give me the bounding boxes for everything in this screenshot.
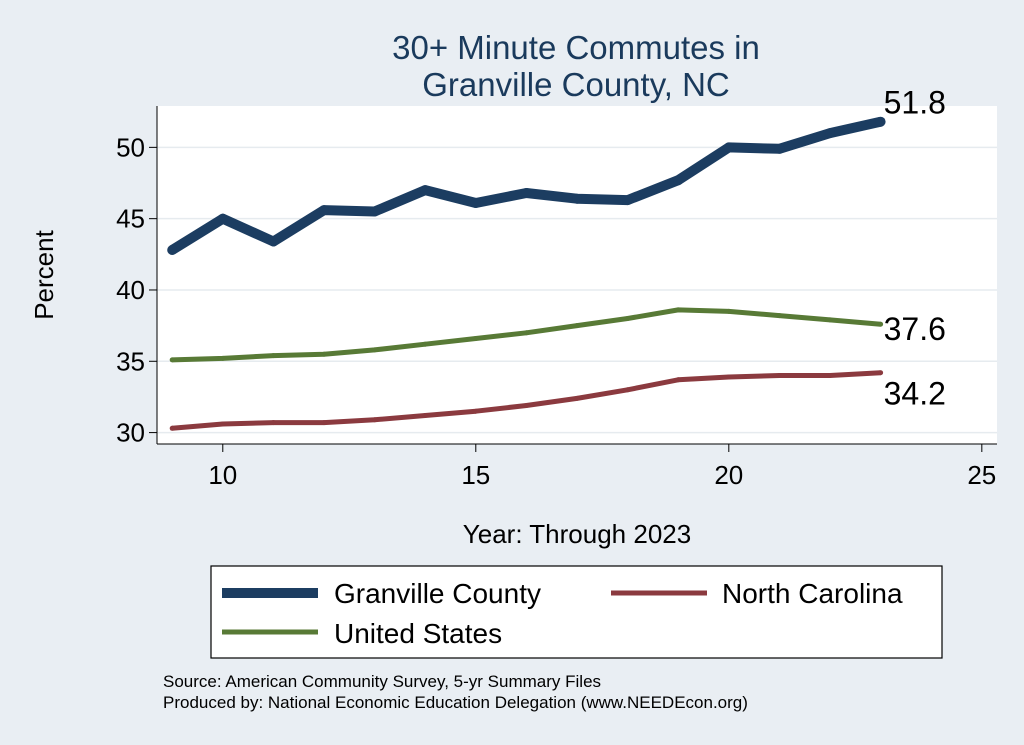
data-point-united-states-13 <box>372 347 378 353</box>
data-point-north-carolina-18 <box>625 387 631 393</box>
data-point-north-carolina-21 <box>776 373 782 378</box>
data-point-granville-county-19 <box>673 175 684 186</box>
data-point-granville-county-12 <box>319 205 329 216</box>
data-point-north-carolina-20 <box>726 374 732 380</box>
legend-box <box>210 565 943 659</box>
end-label-north-carolina: 34.2 <box>884 376 946 412</box>
y-ticks: 30 35 40 45 50 <box>116 132 157 448</box>
data-point-north-carolina-15 <box>473 408 479 414</box>
data-point-united-states-21 <box>776 313 782 319</box>
end-labels: 37.6 34.2 51.8 <box>884 85 946 412</box>
data-point-united-states-16 <box>523 330 529 336</box>
y-tick-label-30: 30 <box>116 418 145 448</box>
data-point-granville-county-21 <box>774 143 785 154</box>
data-point-united-states-9 <box>169 357 175 363</box>
series-layer <box>167 116 886 431</box>
x-tick-label-15: 15 <box>461 460 490 490</box>
data-point-united-states-22 <box>827 317 833 323</box>
y-axis-title: Percent <box>29 229 59 319</box>
data-point-united-states-11 <box>270 353 276 359</box>
data-point-united-states-17 <box>574 323 580 329</box>
data-point-granville-county-20 <box>723 142 734 153</box>
x-tick-label-25: 25 <box>967 460 996 490</box>
data-point-united-states-19 <box>675 307 681 313</box>
data-point-north-carolina-9 <box>169 425 175 431</box>
chart-title-line-1: 30+ Minute Commutes in <box>392 29 760 66</box>
data-point-united-states-20 <box>726 308 732 314</box>
produced-by-note: Produced by: National Economic Education… <box>163 693 748 712</box>
end-label-united-states: 37.6 <box>884 311 946 347</box>
y-tick-label-45: 45 <box>116 204 145 234</box>
x-ticks: 10 15 20 25 <box>208 444 996 490</box>
legend-label-north-carolina: North Carolina <box>722 578 903 609</box>
data-point-granville-county-17 <box>572 193 582 204</box>
data-point-north-carolina-11 <box>270 420 276 426</box>
gridlines <box>157 146 997 434</box>
data-point-granville-county-11 <box>268 236 279 247</box>
legend-label-granville-county: Granville County <box>334 578 541 609</box>
data-point-united-states-10 <box>220 355 226 361</box>
data-point-united-states-23 <box>878 321 884 327</box>
data-point-north-carolina-23 <box>878 370 884 376</box>
data-point-granville-county-15 <box>470 198 481 208</box>
data-point-north-carolina-22 <box>827 373 833 378</box>
legend-label-united-states: United States <box>334 618 502 649</box>
x-axis-title: Year: Through 2023 <box>463 519 691 549</box>
data-point-united-states-15 <box>473 336 479 341</box>
data-point-north-carolina-19 <box>675 377 681 383</box>
source-note: Source: American Community Survey, 5-yr … <box>163 672 601 691</box>
data-point-north-carolina-16 <box>523 403 529 408</box>
data-point-granville-county-10 <box>217 213 228 224</box>
data-point-granville-county-23 <box>875 116 886 127</box>
x-tick-label-20: 20 <box>714 460 743 490</box>
data-point-granville-county-14 <box>420 185 431 196</box>
chart-title-line-2: Granville County, NC <box>422 66 730 103</box>
data-point-north-carolina-13 <box>372 417 378 423</box>
data-point-granville-county-18 <box>622 195 633 206</box>
end-label-granville-county: 51.8 <box>884 85 946 121</box>
data-point-united-states-14 <box>422 341 428 347</box>
y-tick-label-40: 40 <box>116 275 145 305</box>
data-point-granville-county-16 <box>521 188 532 198</box>
y-tick-label-35: 35 <box>116 346 145 376</box>
data-point-granville-county-13 <box>369 206 380 217</box>
data-point-north-carolina-12 <box>321 420 327 426</box>
data-point-united-states-18 <box>625 316 631 321</box>
data-point-granville-county-22 <box>825 128 835 139</box>
y-tick-label-50: 50 <box>116 132 145 162</box>
data-point-north-carolina-14 <box>422 413 428 418</box>
data-point-united-states-12 <box>321 351 327 357</box>
data-point-north-carolina-10 <box>220 421 226 427</box>
data-point-north-carolina-17 <box>574 395 580 401</box>
data-point-granville-county-9 <box>167 245 178 255</box>
x-tick-label-10: 10 <box>208 460 237 490</box>
plot-area <box>157 106 997 444</box>
